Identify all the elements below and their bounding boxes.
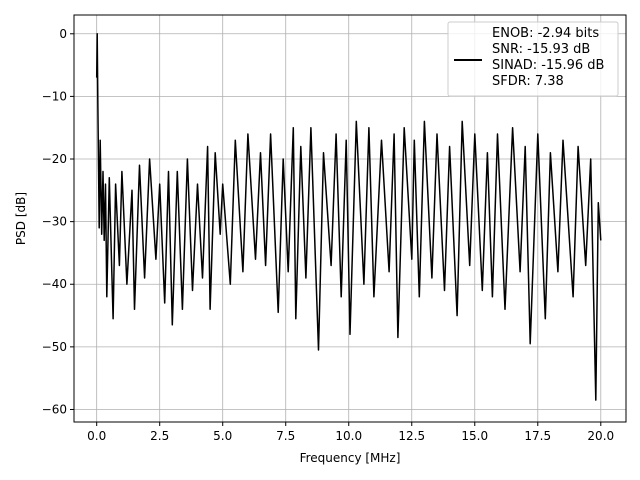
plot-area [95, 33, 602, 401]
y-axis: 0 −10 −20 −30 −40 −50 −60 [42, 27, 74, 416]
y-tick-label: −50 [42, 340, 67, 354]
x-tick-label: 12.5 [398, 429, 425, 443]
axes-frame [73, 14, 627, 423]
x-tick-label: 5.0 [213, 429, 232, 443]
legend-enob: ENOB: -2.94 bits [492, 26, 599, 41]
x-axis-label: Frequency [MHz] [300, 451, 401, 465]
y-tick-label: 0 [59, 27, 67, 41]
x-tick-label: 15.0 [461, 429, 488, 443]
x-tick-label: 17.5 [524, 429, 551, 443]
y-tick-label: −10 [42, 89, 67, 103]
x-axis: 0.0 2.5 5.0 7.5 10.0 12.5 15.0 17.5 20.0 [87, 422, 614, 443]
legend-sfdr: SFDR: 7.38 [492, 74, 564, 89]
y-axis-label: PSD [dB] [14, 192, 28, 245]
x-tick-label: 2.5 [150, 429, 169, 443]
y-tick-label: −40 [42, 277, 67, 291]
legend-snr: SNR: -15.93 dB [492, 42, 590, 57]
legend: ENOB: -2.94 bits SNR: -15.93 dB SINAD: -… [447, 21, 619, 97]
x-tick-label: 10.0 [335, 429, 362, 443]
y-tick-label: −30 [42, 215, 67, 229]
x-tick-label: 7.5 [276, 429, 295, 443]
legend-sinad: SINAD: -15.96 dB [492, 58, 604, 73]
legend-box [447, 21, 619, 97]
psd-series-line [95, 33, 602, 401]
y-tick-label: −60 [42, 402, 67, 416]
x-tick-label: 20.0 [587, 429, 614, 443]
x-tick-label: 0.0 [87, 429, 106, 443]
y-tick-label: −20 [42, 152, 67, 166]
